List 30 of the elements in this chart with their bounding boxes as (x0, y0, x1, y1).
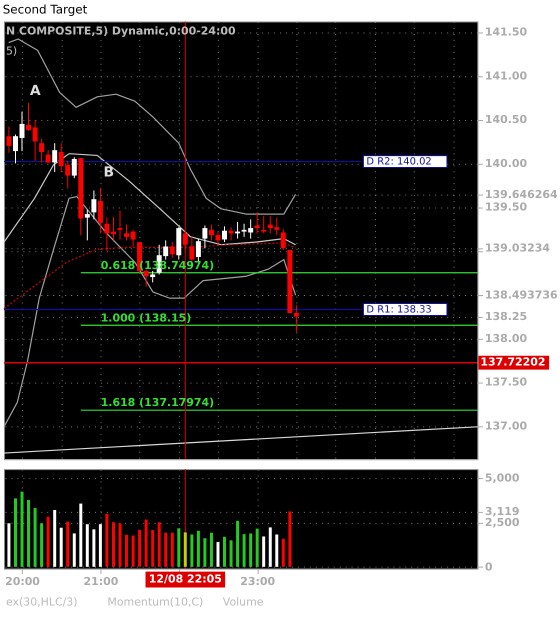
y-tick-label: 138.00 (484, 332, 528, 345)
y-tick-label: 141.00 (484, 69, 528, 82)
x-tick-label: 20:00 (5, 575, 40, 588)
annotation: A (30, 83, 41, 100)
text: ex(30,HLC/3) (6, 595, 78, 608)
text: Momentum(10,C) (107, 595, 204, 608)
y-tick-label: 0 (484, 560, 493, 574)
y-tick-label: 141.50 (484, 26, 528, 39)
annotation: 5) (6, 44, 18, 58)
y-tick-label: 5,000 (484, 471, 520, 484)
y-tick-label: 137.50 (484, 376, 528, 389)
y-tick-label: 139.50 (484, 200, 528, 214)
y-tick-label: 2,500 (484, 516, 520, 529)
text: Volume (222, 595, 264, 608)
series-label: D R1: 138.33 (366, 304, 432, 316)
annotation: B (103, 164, 114, 181)
ref-line-label: 12/08 22:05 (148, 572, 222, 586)
chart-title: Second Target (2, 2, 88, 17)
series-label: D R2: 140.02 (366, 156, 432, 168)
y-tick-label: 139.03234 (484, 242, 550, 255)
y-tick-label: 139.646264 (484, 188, 558, 201)
y-tick-label: 137.00 (484, 419, 528, 432)
x-tick-label: 23:00 (240, 575, 276, 588)
y-tick-label: 3,119 (484, 504, 520, 518)
y-tick-label: 140.50 (484, 113, 528, 126)
y-tick-label: 140.00 (484, 156, 528, 170)
y-tick-label: 138.493736 (484, 288, 558, 302)
y-tick-label: 138.25 (484, 310, 528, 323)
ref-line-label: 137.72202 (480, 356, 546, 369)
x-tick-label: 21:00 (83, 575, 119, 588)
